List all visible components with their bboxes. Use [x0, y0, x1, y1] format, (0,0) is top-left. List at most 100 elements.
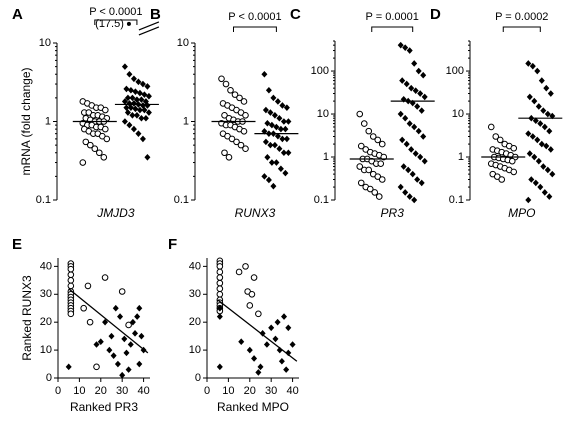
filled-point: [534, 67, 541, 75]
filled-point: [106, 346, 113, 354]
filled-point: [405, 166, 412, 174]
open-point: [377, 160, 385, 167]
filled-point: [417, 153, 424, 161]
bracket: [502, 26, 541, 32]
filled-point: [537, 183, 544, 191]
filled-point: [273, 159, 280, 166]
filled-point: [121, 98, 128, 105]
open-point: [82, 138, 90, 146]
filled-point: [525, 60, 532, 67]
filled-point: [285, 118, 292, 125]
filled-point: [529, 62, 536, 70]
filled-point: [141, 91, 148, 98]
open-point: [103, 135, 111, 143]
filled-point: [402, 114, 409, 122]
filled-point: [271, 111, 278, 119]
filled-point: [537, 120, 544, 127]
open-point: [371, 189, 379, 196]
open-point: [508, 157, 516, 165]
open-point: [378, 140, 386, 148]
open-point: [233, 138, 240, 146]
filled-point: [277, 125, 284, 133]
open-point: [221, 149, 228, 157]
filled-point: [535, 157, 542, 165]
open-point: [118, 288, 126, 295]
filled-point: [145, 92, 152, 100]
open-point: [96, 149, 103, 157]
open-point: [86, 318, 94, 326]
filled-point: [282, 125, 289, 133]
filled-point: [265, 176, 272, 184]
filled-point: [544, 166, 551, 174]
panel-letter: B: [150, 6, 161, 23]
filled-point: [397, 41, 404, 49]
filled-point: [282, 169, 289, 177]
open-point: [242, 263, 249, 270]
open-point: [216, 279, 224, 287]
filled-point: [541, 123, 548, 131]
filled-point: [133, 111, 140, 119]
bracket: [233, 26, 277, 32]
panel-letter: C: [290, 6, 301, 23]
filled-point: [549, 170, 556, 178]
filled-point: [126, 70, 133, 78]
filled-point: [125, 366, 132, 373]
y-tick-label: 30: [189, 288, 201, 300]
filled-point: [289, 341, 296, 348]
filled-point: [280, 149, 287, 157]
filled-point: [144, 83, 151, 90]
filled-point: [274, 132, 281, 140]
filled-point: [271, 141, 278, 149]
axis-break: [138, 21, 160, 31]
filled-point: [270, 182, 277, 190]
filled-point: [415, 67, 422, 75]
filled-point: [114, 360, 121, 368]
filled-point: [130, 125, 137, 133]
filled-point: [525, 130, 532, 137]
filled-point: [417, 90, 424, 97]
open-point: [67, 271, 75, 279]
filled-point: [126, 121, 133, 129]
open-point: [218, 75, 225, 83]
filled-point: [532, 117, 539, 124]
filled-point: [406, 120, 413, 127]
filled-point: [138, 96, 145, 103]
filled-point: [535, 103, 542, 110]
filled-point: [283, 135, 290, 143]
axis-break: [138, 26, 160, 36]
open-point: [356, 163, 364, 170]
filled-point: [403, 80, 410, 88]
p-value: P < 0.0001: [228, 11, 281, 23]
open-point: [240, 98, 248, 105]
filled-point: [261, 173, 268, 180]
y-tick-label: 40: [40, 260, 52, 272]
filled-point: [257, 363, 264, 371]
filled-point: [400, 163, 407, 170]
filled-point: [272, 335, 279, 343]
p-value: P = 0.0002: [495, 11, 548, 23]
open-point: [235, 268, 243, 276]
open-point: [228, 135, 236, 143]
open-point: [216, 274, 224, 281]
x-tick-label: 10: [73, 385, 85, 397]
open-point: [225, 153, 233, 161]
open-point: [246, 302, 254, 309]
filled-point: [547, 146, 554, 153]
open-point: [374, 136, 382, 144]
filled-point: [403, 140, 410, 148]
x-tick-label: 30: [116, 385, 128, 397]
filled-point: [270, 94, 277, 102]
filled-point: [531, 97, 538, 105]
filled-point: [529, 133, 536, 140]
filled-point: [283, 366, 290, 373]
panel-letter: F: [168, 236, 177, 253]
filled-point: [132, 330, 139, 337]
filled-point: [285, 324, 292, 332]
open-point: [216, 268, 224, 276]
open-point: [510, 144, 518, 152]
outlier-point: [126, 21, 131, 26]
y-tick-label: 0.1: [174, 194, 189, 206]
open-point: [87, 141, 94, 149]
x-tick-label: 20: [244, 385, 256, 397]
